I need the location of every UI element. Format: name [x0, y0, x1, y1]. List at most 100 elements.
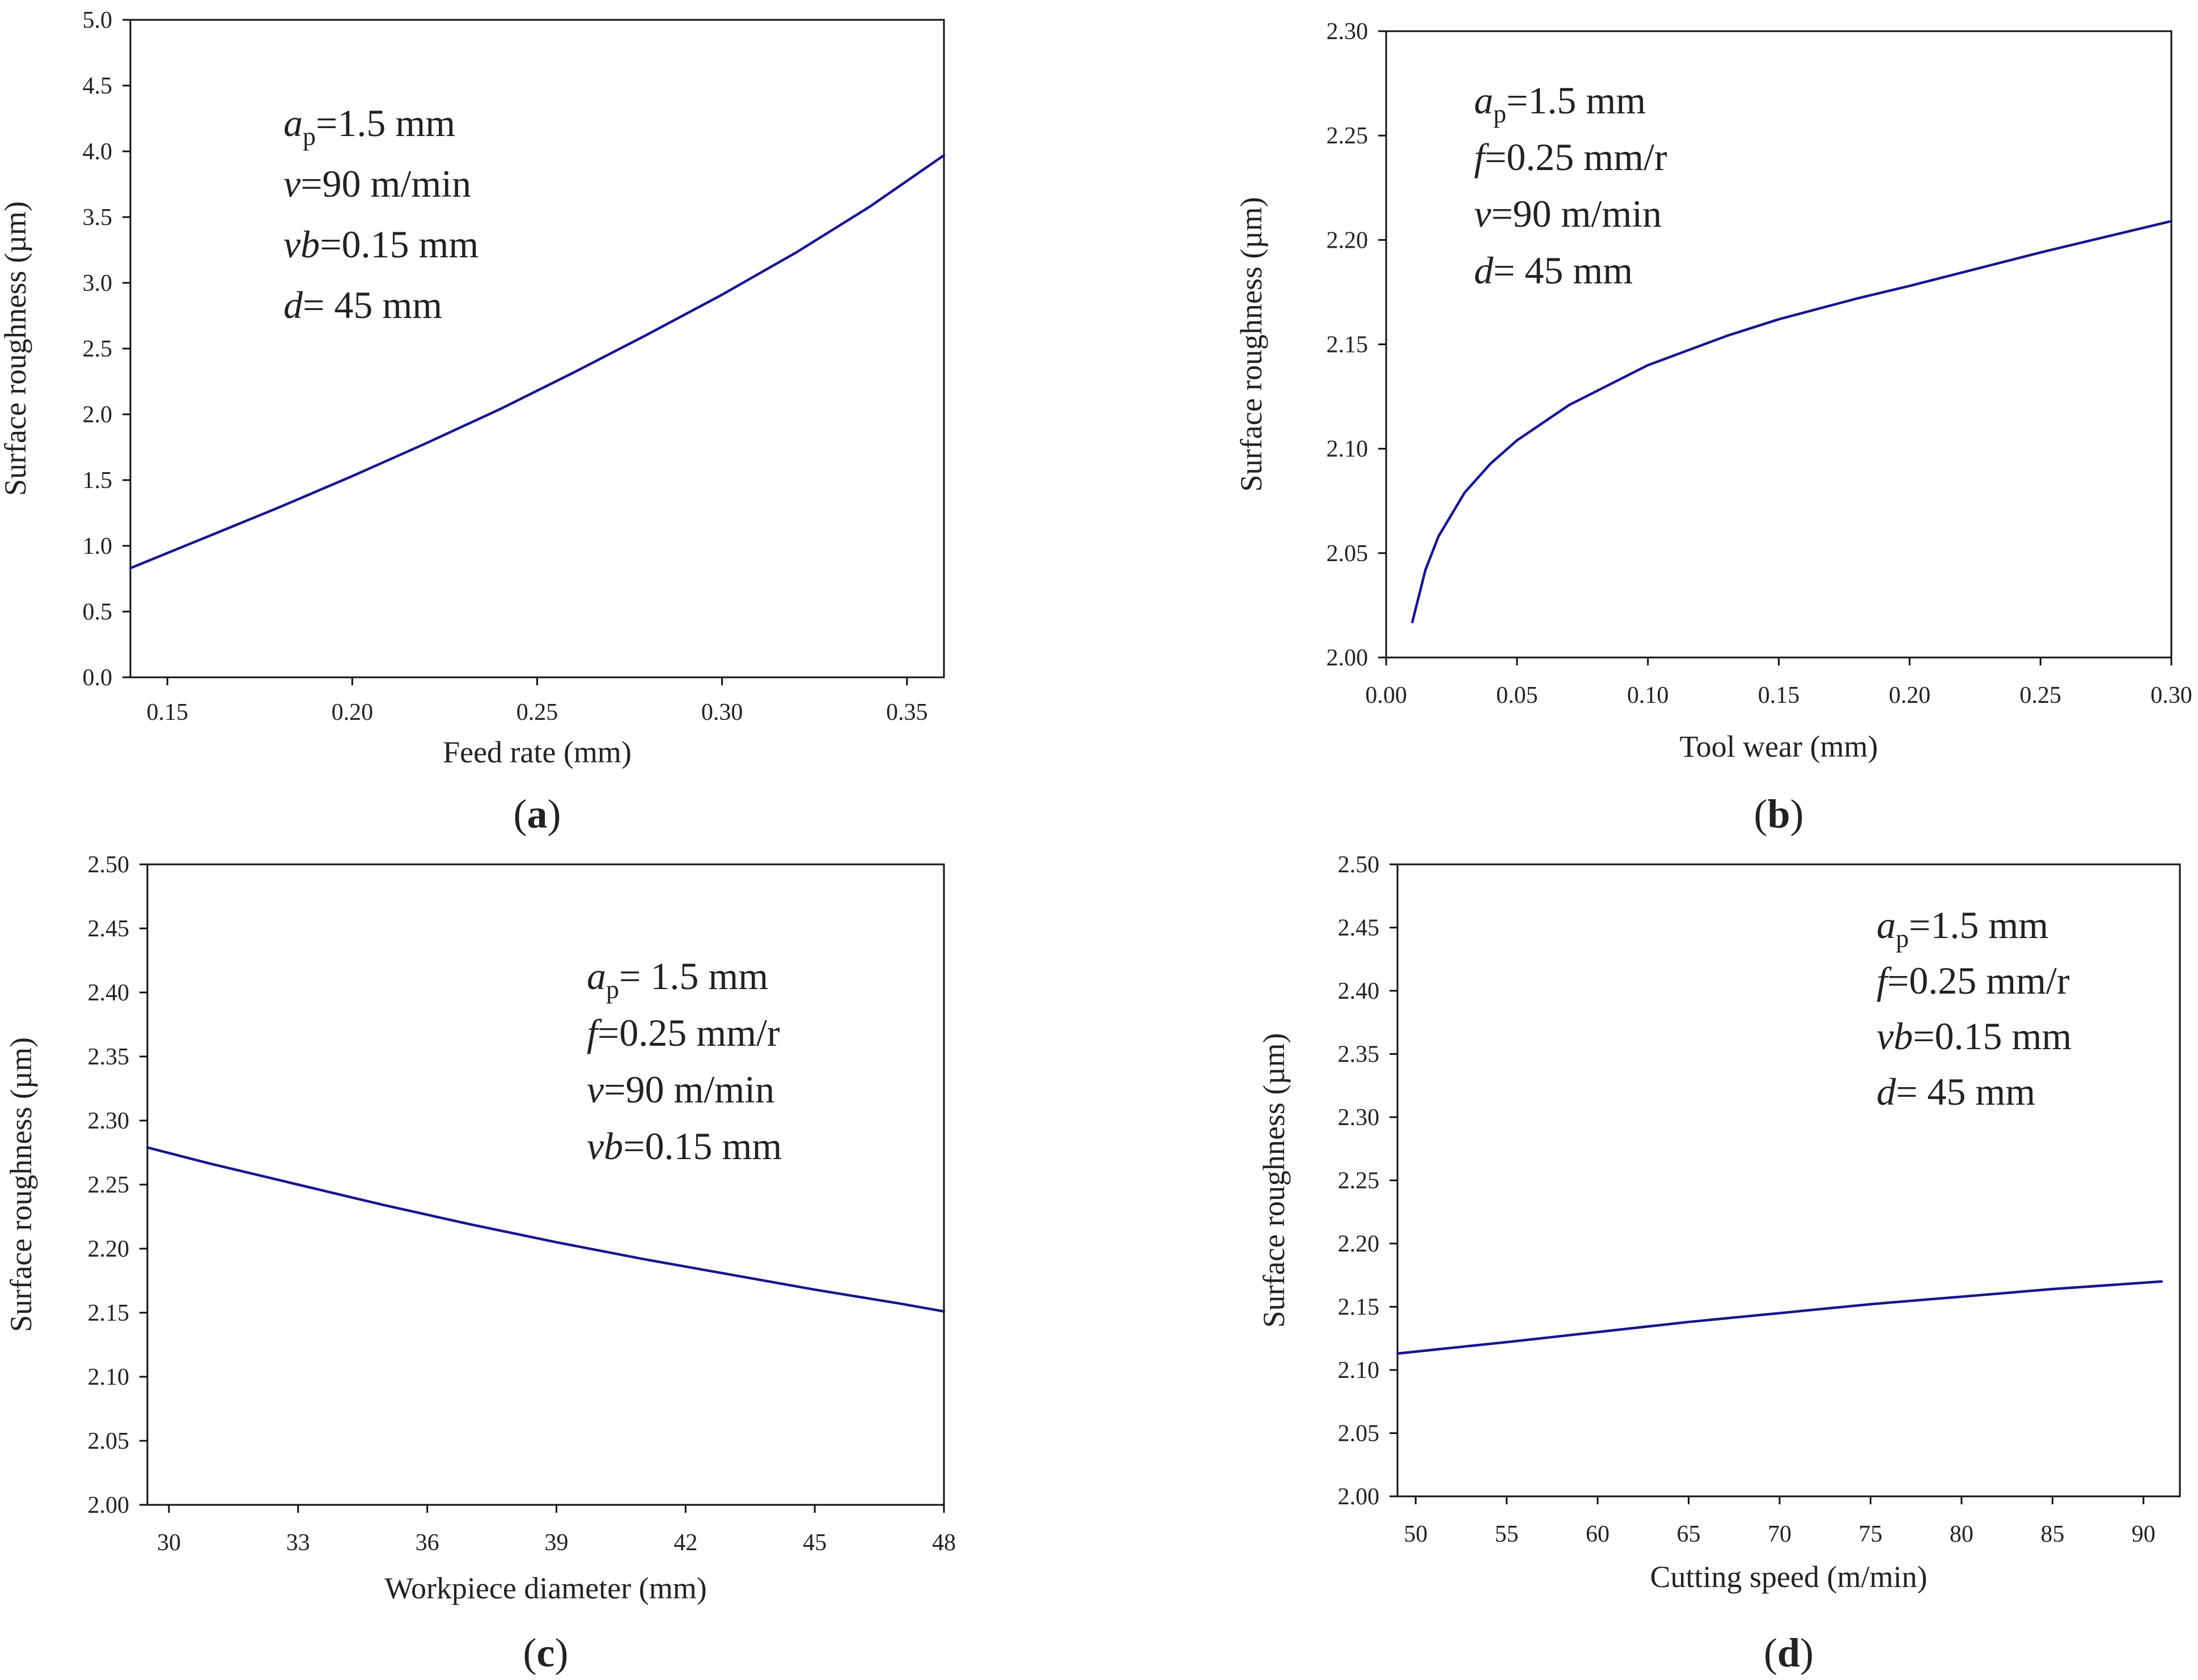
y-tick-label: 2.30 — [1327, 19, 1369, 45]
series-line-a — [129, 154, 946, 570]
panel-label: (d) — [1764, 1630, 1814, 1675]
x-tick-label: 0.20 — [1889, 682, 1931, 709]
x-tick-label: 0.25 — [2019, 682, 2061, 709]
y-tick-label: 2.10 — [1327, 436, 1369, 463]
x-tick-label: 0.35 — [886, 699, 928, 726]
y-tick-label: 1.5 — [83, 468, 113, 494]
y-tick-label: 2.05 — [1327, 541, 1369, 567]
x-tick-label: 90 — [2132, 1521, 2155, 1547]
x-tick-label: 60 — [1586, 1521, 1610, 1547]
y-tick-label: 2.10 — [88, 1364, 130, 1390]
y-tick-label: 2.25 — [1338, 1168, 1380, 1194]
y-tick-label: 2.20 — [88, 1236, 130, 1262]
y-tick-label: 2.40 — [88, 980, 130, 1006]
x-tick-label: 0.05 — [1496, 682, 1538, 709]
y-tick-label: 2.30 — [1338, 1105, 1380, 1131]
x-tick-label: 0.20 — [332, 699, 374, 726]
x-axis-label: Cutting speed (m/min) — [1650, 1560, 1928, 1594]
series-line-c — [146, 1146, 946, 1313]
y-tick-label: 5.0 — [83, 7, 113, 33]
y-tick-label: 2.25 — [88, 1172, 130, 1198]
x-axis-label: Tool wear (mm) — [1679, 729, 1878, 763]
parameter-annotation: d= 45 mm — [283, 283, 442, 326]
y-tick-label: 2.00 — [1338, 1484, 1380, 1510]
y-tick-label: 2.15 — [1338, 1295, 1380, 1321]
panel-b: 0.00 0.05 0.10 0.15 0.20 0.25 0.30 2.00 2.05 2.10… — [1234, 19, 2192, 837]
y-axis-label: Surface roughness (µm) — [4, 1037, 38, 1332]
parameter-annotation: d= 45 mm — [1474, 249, 1633, 292]
x-tick-label: 75 — [1858, 1521, 1882, 1547]
series-line-d — [1396, 1280, 2163, 1355]
y-tick-label: 2.40 — [1338, 978, 1380, 1004]
y-tick-label: 3.0 — [83, 270, 113, 296]
x-tick-label: 80 — [1950, 1521, 1973, 1547]
parameter-annotation: ap=1.5 mm — [1877, 903, 2048, 953]
panel-label: (b) — [1754, 791, 1803, 837]
x-tick-label: 0.15 — [146, 699, 188, 726]
parameter-annotation: v=90 m/min — [587, 1068, 774, 1111]
y-tick-label: 2.10 — [1338, 1357, 1380, 1384]
parameter-annotation: v=90 m/min — [283, 162, 471, 205]
parameter-annotation: vb=0.15 mm — [1877, 1015, 2072, 1058]
parameter-annotation: ap=1.5 mm — [1474, 79, 1646, 128]
y-tick-label: 2.20 — [1338, 1231, 1380, 1257]
y-tick-label: 4.0 — [83, 139, 113, 165]
x-tick-label: 39 — [544, 1530, 568, 1556]
y-axis-label: Surface roughness (µm) — [1234, 197, 1268, 492]
y-tick-label: 2.05 — [88, 1428, 130, 1454]
x-tick-label: 36 — [416, 1530, 439, 1556]
parameter-annotation: f=0.25 mm/r — [1877, 959, 2070, 1002]
x-tick-label: 0.15 — [1758, 682, 1800, 709]
y-tick-label: 2.45 — [88, 916, 130, 942]
x-tick-label: 48 — [932, 1530, 956, 1556]
parameter-annotation: ap= 1.5 mm — [587, 954, 768, 1004]
x-tick-label: 0.30 — [2150, 682, 2192, 709]
panel-label: (a) — [514, 791, 561, 837]
x-tick-label: 0.00 — [1365, 682, 1407, 709]
parameter-annotation: d= 45 mm — [1877, 1070, 2035, 1113]
x-tick-label: 70 — [1768, 1521, 1792, 1547]
panel-d: 50 55 60 65 70 75 80 85 90 2.00 2.05 2.10 2.15 2.20 2.… — [1257, 852, 2181, 1675]
plot-frame — [146, 863, 945, 1506]
y-tick-label: 2.50 — [88, 852, 130, 878]
y-tick-label: 4.5 — [83, 73, 113, 99]
x-tick-label: 50 — [1404, 1521, 1428, 1547]
x-tick-label: 0.10 — [1627, 682, 1669, 709]
parameter-annotation: vb=0.15 mm — [587, 1125, 782, 1168]
y-tick-label: 2.05 — [1338, 1421, 1380, 1447]
y-tick-label: 2.0 — [83, 402, 113, 428]
x-tick-label: 45 — [803, 1530, 827, 1556]
x-tick-label: 33 — [286, 1530, 310, 1556]
y-tick-label: 2.00 — [1327, 645, 1369, 671]
parameter-annotation: f=0.25 mm/r — [587, 1011, 780, 1054]
parameter-annotation: f=0.25 mm/r — [1474, 135, 1667, 179]
panel-c: 30 33 36 39 42 45 48 2.00 2.05 2.10 2.15 2.20 2.25 2.… — [4, 852, 956, 1675]
y-axis-label: Surface roughness (µm) — [0, 201, 32, 496]
panel-a: 0.15 0.20 0.25 0.30 0.35 0.0 0.5 1.0 1.5 2.0 2.5 3.… — [0, 7, 946, 837]
y-tick-label: 2.50 — [1338, 852, 1380, 878]
y-tick-label: 2.30 — [88, 1108, 130, 1134]
parameter-annotation: vb=0.15 mm — [283, 223, 478, 266]
y-tick-label: 1.0 — [83, 533, 113, 559]
x-tick-label: 42 — [674, 1530, 697, 1556]
x-axis-label: Feed rate (mm) — [443, 735, 632, 769]
parameter-annotation: v=90 m/min — [1474, 192, 1662, 235]
plot-frame — [129, 19, 945, 678]
x-tick-label: 65 — [1676, 1521, 1700, 1547]
y-tick-label: 0.0 — [83, 665, 113, 691]
y-tick-label: 2.00 — [88, 1492, 130, 1518]
parameter-annotation: ap=1.5 mm — [283, 101, 455, 151]
y-tick-label: 2.15 — [1327, 332, 1369, 358]
x-axis-label: Workpiece diameter (mm) — [384, 1571, 706, 1605]
y-tick-label: 2.45 — [1338, 915, 1380, 941]
y-tick-label: 2.15 — [88, 1300, 130, 1326]
y-tick-label: 2.5 — [83, 336, 113, 362]
series-line-b — [1411, 219, 2173, 623]
y-tick-label: 2.35 — [88, 1044, 130, 1070]
y-tick-label: 3.5 — [83, 205, 113, 231]
x-tick-label: 0.25 — [516, 699, 558, 726]
x-tick-label: 0.30 — [701, 699, 743, 726]
x-tick-label: 85 — [2040, 1521, 2064, 1547]
y-axis-label: Surface roughness (µm) — [1257, 1033, 1291, 1328]
